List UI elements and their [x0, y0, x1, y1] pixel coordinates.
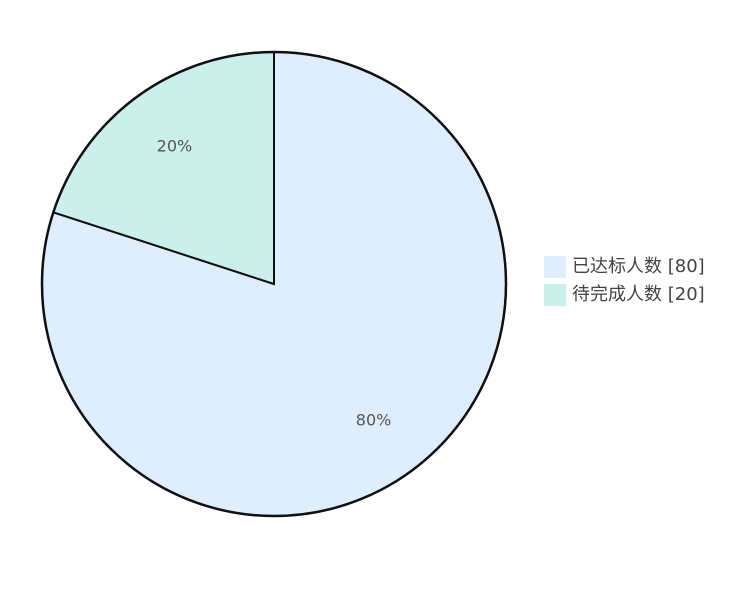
- slice-label: 80%: [356, 411, 392, 430]
- slice-label: 20%: [157, 136, 193, 155]
- legend-swatch: [544, 256, 566, 278]
- pie-outline: [40, 50, 508, 518]
- legend-label: 已达标人数 [80]: [572, 256, 705, 277]
- legend-label: 待完成人数 [20]: [572, 284, 705, 305]
- legend-swatch: [544, 284, 566, 306]
